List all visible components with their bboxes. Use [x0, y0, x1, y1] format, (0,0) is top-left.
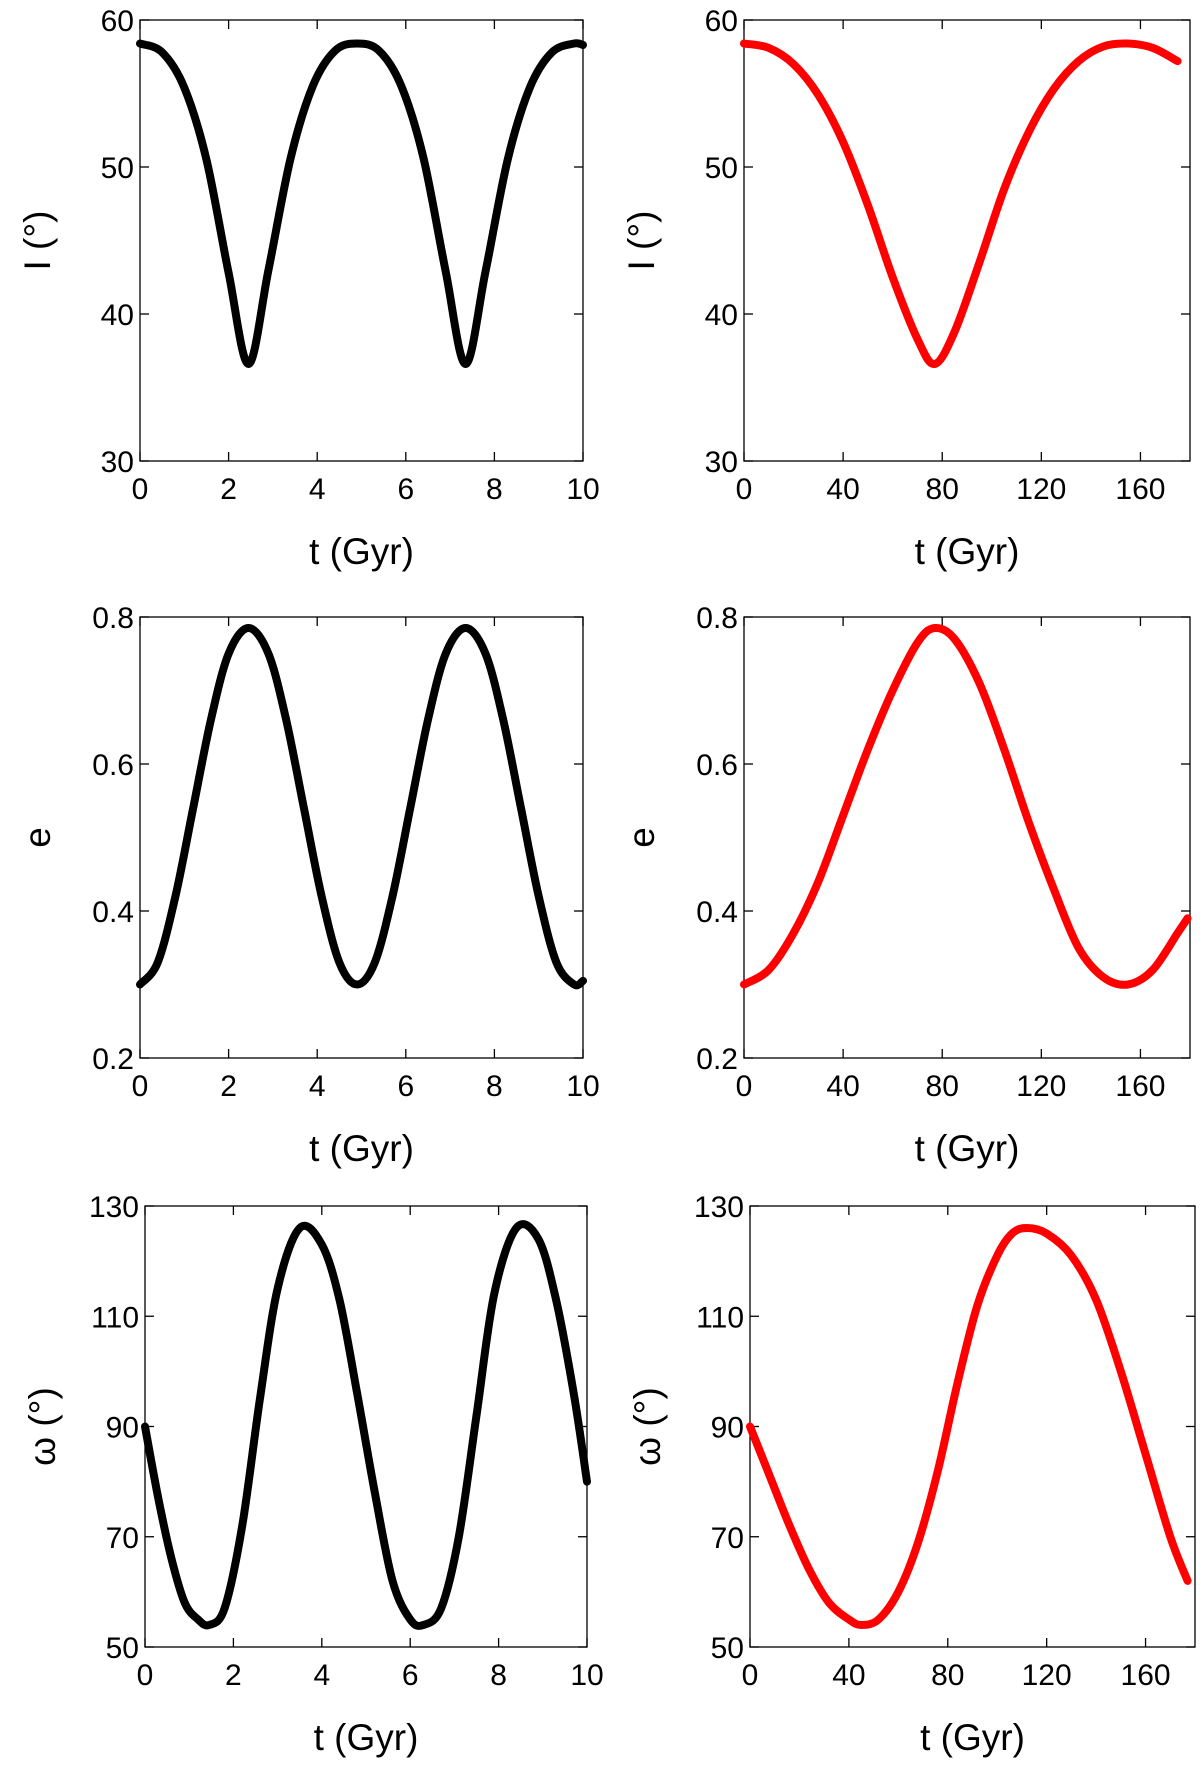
- panel-I-long: 0 40 80 120 160 30 40 50 60 t (Gyr) I (°): [621, 5, 1191, 572]
- x-tick-label: 0: [132, 1070, 149, 1103]
- x-axis-label: t (Gyr): [309, 531, 414, 572]
- series-line-omega: [746, 1224, 1192, 1629]
- x-tick-label: 80: [926, 473, 959, 506]
- y-tick-label: 50: [106, 1632, 139, 1665]
- y-tick-label: 40: [705, 299, 738, 332]
- x-tick-label: 40: [832, 1659, 865, 1692]
- panel-I-short: 0 2 4 6 8 10 30 40 50 60 t (Gyr) I (°): [17, 5, 600, 572]
- x-tick-label: 8: [490, 1659, 507, 1692]
- plot-frame: [139, 616, 584, 1059]
- x-tick-label: 120: [1016, 473, 1066, 506]
- y-tick-label: 70: [106, 1522, 139, 1555]
- y-tick-label: 50: [101, 152, 134, 185]
- x-tick-label: 4: [309, 1070, 326, 1103]
- panel-omega-long: 0 40 80 120 160 50 70 90 110 130 t (Gyr) ω (°): [627, 1191, 1196, 1758]
- x-tick-label: 80: [931, 1659, 964, 1692]
- x-axis-label: t (Gyr): [915, 1128, 1020, 1169]
- y-axis-label: I (°): [17, 211, 58, 271]
- y-tick-label: 50: [711, 1632, 744, 1665]
- y-tick-label: 90: [711, 1412, 744, 1445]
- y-tick-label: 0.2: [92, 1043, 134, 1076]
- x-tick-label: 160: [1115, 473, 1165, 506]
- y-tick-label: 50: [705, 152, 738, 185]
- y-axis-label: e: [17, 827, 58, 848]
- x-tick-label: 8: [486, 473, 503, 506]
- x-axis-label: t (Gyr): [920, 1717, 1025, 1758]
- x-tick-label: 6: [402, 1659, 419, 1692]
- y-tick-label: 0.2: [696, 1043, 738, 1076]
- series-line-e: [136, 624, 587, 990]
- x-tick-label: 160: [1121, 1659, 1171, 1692]
- panel-e-long: 0 40 80 120 160 0.2 0.4 0.6 0.8 t (Gyr) e: [621, 602, 1192, 1169]
- x-tick-label: 10: [566, 473, 599, 506]
- y-tick-label: 0.8: [696, 602, 738, 635]
- x-axis-label: t (Gyr): [915, 531, 1020, 572]
- y-tick-label: 30: [101, 446, 134, 479]
- y-axis-label: ω (°): [627, 1387, 668, 1466]
- y-axis-label: I (°): [621, 211, 662, 271]
- panel-e-short: 0 2 4 6 8 10 0.2 0.4 0.6 0.8 t (Gyr) e: [17, 602, 600, 1169]
- x-tick-label: 6: [397, 473, 414, 506]
- x-tick-label: 80: [926, 1070, 959, 1103]
- series-line-omega: [141, 1220, 591, 1630]
- x-tick-label: 40: [826, 1070, 859, 1103]
- x-tick-label: 0: [742, 1659, 759, 1692]
- x-axis-label: t (Gyr): [309, 1128, 414, 1169]
- x-tick-label: 0: [137, 1659, 154, 1692]
- x-tick-label: 0: [736, 1070, 753, 1103]
- x-tick-label: 2: [220, 473, 237, 506]
- y-axis-label: ω (°): [22, 1387, 63, 1466]
- x-tick-label: 2: [220, 1070, 237, 1103]
- x-tick-label: 8: [486, 1070, 503, 1103]
- panel-omega-short: 0 2 4 6 8 10 50 70 90 110 130 t (Gyr) ω (°): [22, 1191, 604, 1758]
- y-tick-label: 60: [705, 5, 738, 38]
- x-tick-label: 120: [1022, 1659, 1072, 1692]
- plot-frame: [139, 19, 584, 462]
- series-line-e: [740, 623, 1192, 989]
- x-tick-label: 4: [309, 473, 326, 506]
- x-tick-label: 0: [132, 473, 149, 506]
- x-tick-label: 10: [570, 1659, 603, 1692]
- x-tick-label: 4: [313, 1659, 330, 1692]
- y-tick-label: 70: [711, 1522, 744, 1555]
- plot-frame: [743, 616, 1191, 1059]
- x-tick-label: 0: [736, 473, 753, 506]
- y-tick-label: 0.6: [696, 749, 738, 782]
- y-tick-label: 130: [694, 1191, 744, 1224]
- y-tick-label: 0.6: [92, 749, 134, 782]
- y-tick-label: 0.4: [696, 896, 738, 929]
- y-tick-label: 110: [91, 1301, 139, 1334]
- y-tick-label: 60: [101, 5, 134, 38]
- x-axis-label: t (Gyr): [314, 1717, 419, 1758]
- y-tick-label: 0.8: [92, 602, 134, 635]
- x-tick-label: 40: [826, 473, 859, 506]
- y-axis-label: e: [621, 827, 662, 848]
- x-tick-label: 6: [397, 1070, 414, 1103]
- y-tick-label: 130: [89, 1191, 139, 1224]
- x-tick-label: 120: [1016, 1070, 1066, 1103]
- x-tick-label: 2: [225, 1659, 242, 1692]
- y-tick-label: 110: [696, 1301, 744, 1334]
- y-tick-label: 40: [101, 299, 134, 332]
- series-line-I: [740, 39, 1182, 368]
- x-tick-label: 10: [566, 1070, 599, 1103]
- y-tick-label: 0.4: [92, 896, 134, 929]
- plot-frame: [743, 19, 1191, 462]
- x-tick-label: 160: [1115, 1070, 1165, 1103]
- y-tick-label: 30: [705, 446, 738, 479]
- y-tick-label: 90: [106, 1412, 139, 1445]
- series-line-I: [136, 39, 587, 368]
